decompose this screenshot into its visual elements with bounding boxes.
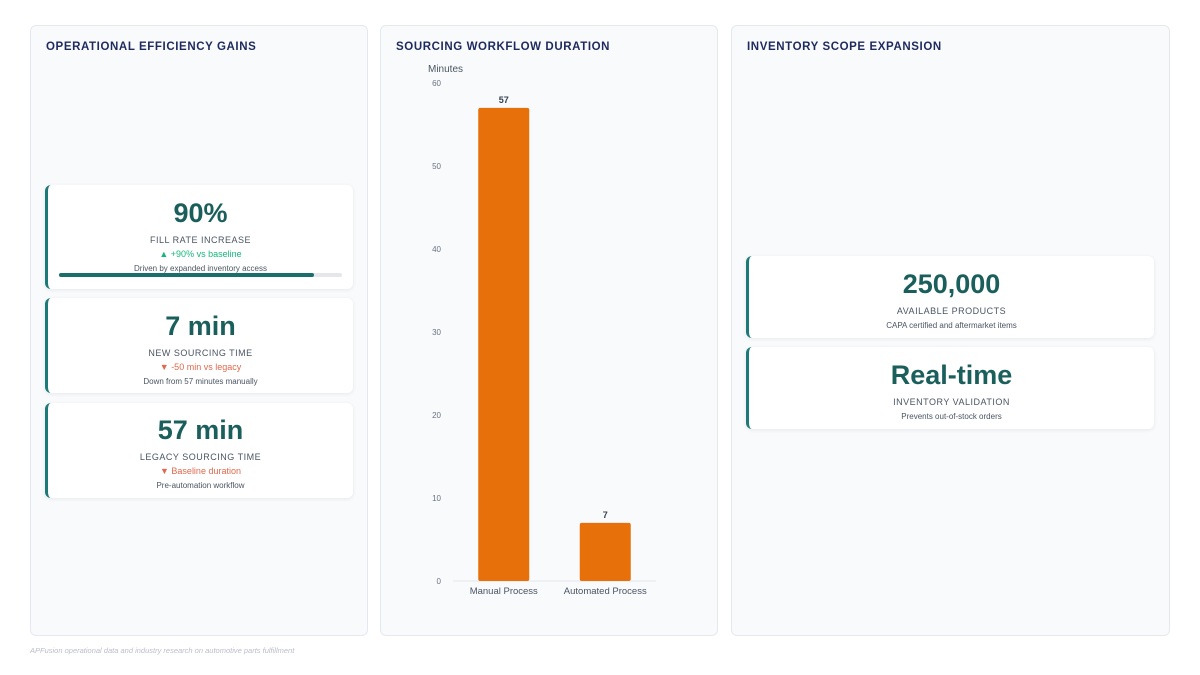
workflow-duration-panel: SOURCING WORKFLOW DURATION Minutes 0 10 20 3… [380, 25, 718, 636]
kpi-card-fill-rate: 90% FILL RATE INCREASE ▲ +90% vs baselin… [45, 185, 353, 289]
chart-title: SOURCING WORKFLOW DURATION [396, 41, 611, 53]
y-tick-label: 50 [432, 162, 441, 171]
kpi-delta: ▼ -50 min vs legacy [159, 362, 242, 372]
kpi-description: Driven by expanded inventory access [134, 264, 267, 273]
source-footnote: APFusion operational data and industry r… [30, 646, 295, 655]
kpi-value: 57 min [157, 415, 244, 445]
data-label: 57 [499, 95, 509, 105]
bar-chart: Minutes 0 10 20 30 40 50 60 57 Manual Process 7 Aut… [428, 64, 656, 597]
y-tick-label: 30 [432, 328, 441, 337]
progress-bar-fill [59, 273, 314, 277]
kpi-value: 7 min [165, 311, 236, 341]
y-tick-label: 20 [432, 411, 441, 420]
y-axis-label: Minutes [428, 64, 463, 75]
kpi-delta: ▲ +90% vs baseline [159, 249, 242, 259]
kpi-label: INVENTORY VALIDATION [893, 397, 1010, 407]
y-tick-label: 60 [432, 79, 441, 88]
kpi-card-new-sourcing: 7 min NEW SOURCING TIME ▼ -50 min vs leg… [45, 298, 353, 393]
kpi-description: Prevents out-of-stock orders [901, 412, 1002, 421]
kpi-label: LEGACY SOURCING TIME [139, 452, 262, 462]
kpi-description: CAPA certified and aftermarket items [886, 321, 1017, 330]
panel-title: INVENTORY SCOPE EXPANSION [747, 41, 942, 53]
kpi-label: NEW SOURCING TIME [148, 348, 253, 358]
kpi-delta: ▼ Baseline duration [160, 466, 241, 476]
kpi-value: 250,000 [902, 269, 1001, 299]
x-tick-label: Manual Process [470, 586, 538, 597]
kpi-description: Down from 57 minutes manually [143, 377, 258, 386]
panel-title: OPERATIONAL EFFICIENCY GAINS [46, 41, 257, 53]
kpi-label: FILL RATE INCREASE [149, 235, 252, 245]
y-tick-label: 10 [432, 494, 441, 503]
y-tick-label: 40 [432, 245, 441, 254]
kpi-description: Pre-automation workflow [156, 481, 245, 490]
kpi-value: 90% [173, 198, 228, 228]
kpi-label: AVAILABLE PRODUCTS [896, 306, 1007, 316]
kpi-value: Real-time [890, 360, 1013, 390]
kpi-card-legacy-sourcing: 57 min LEGACY SOURCING TIME ▼ Baseline d… [45, 403, 353, 498]
data-label: 7 [603, 510, 608, 520]
bar-manual-process [478, 107, 530, 582]
y-tick-label: 0 [437, 577, 442, 586]
bar-automated-process [579, 522, 631, 581]
kpi-card-available-products: 250,000 AVAILABLE PRODUCTS CAPA certifie… [746, 256, 1154, 338]
x-tick-label: Automated Process [564, 586, 647, 597]
kpi-card-inventory-validation: Real-time INVENTORY VALIDATION Prevents … [746, 347, 1154, 429]
progress-bar [59, 273, 342, 277]
efficiency-panel: OPERATIONAL EFFICIENCY GAINS 90% FILL RA… [30, 25, 368, 636]
inventory-panel: INVENTORY SCOPE EXPANSION 250,000 AVAILA… [731, 25, 1170, 636]
